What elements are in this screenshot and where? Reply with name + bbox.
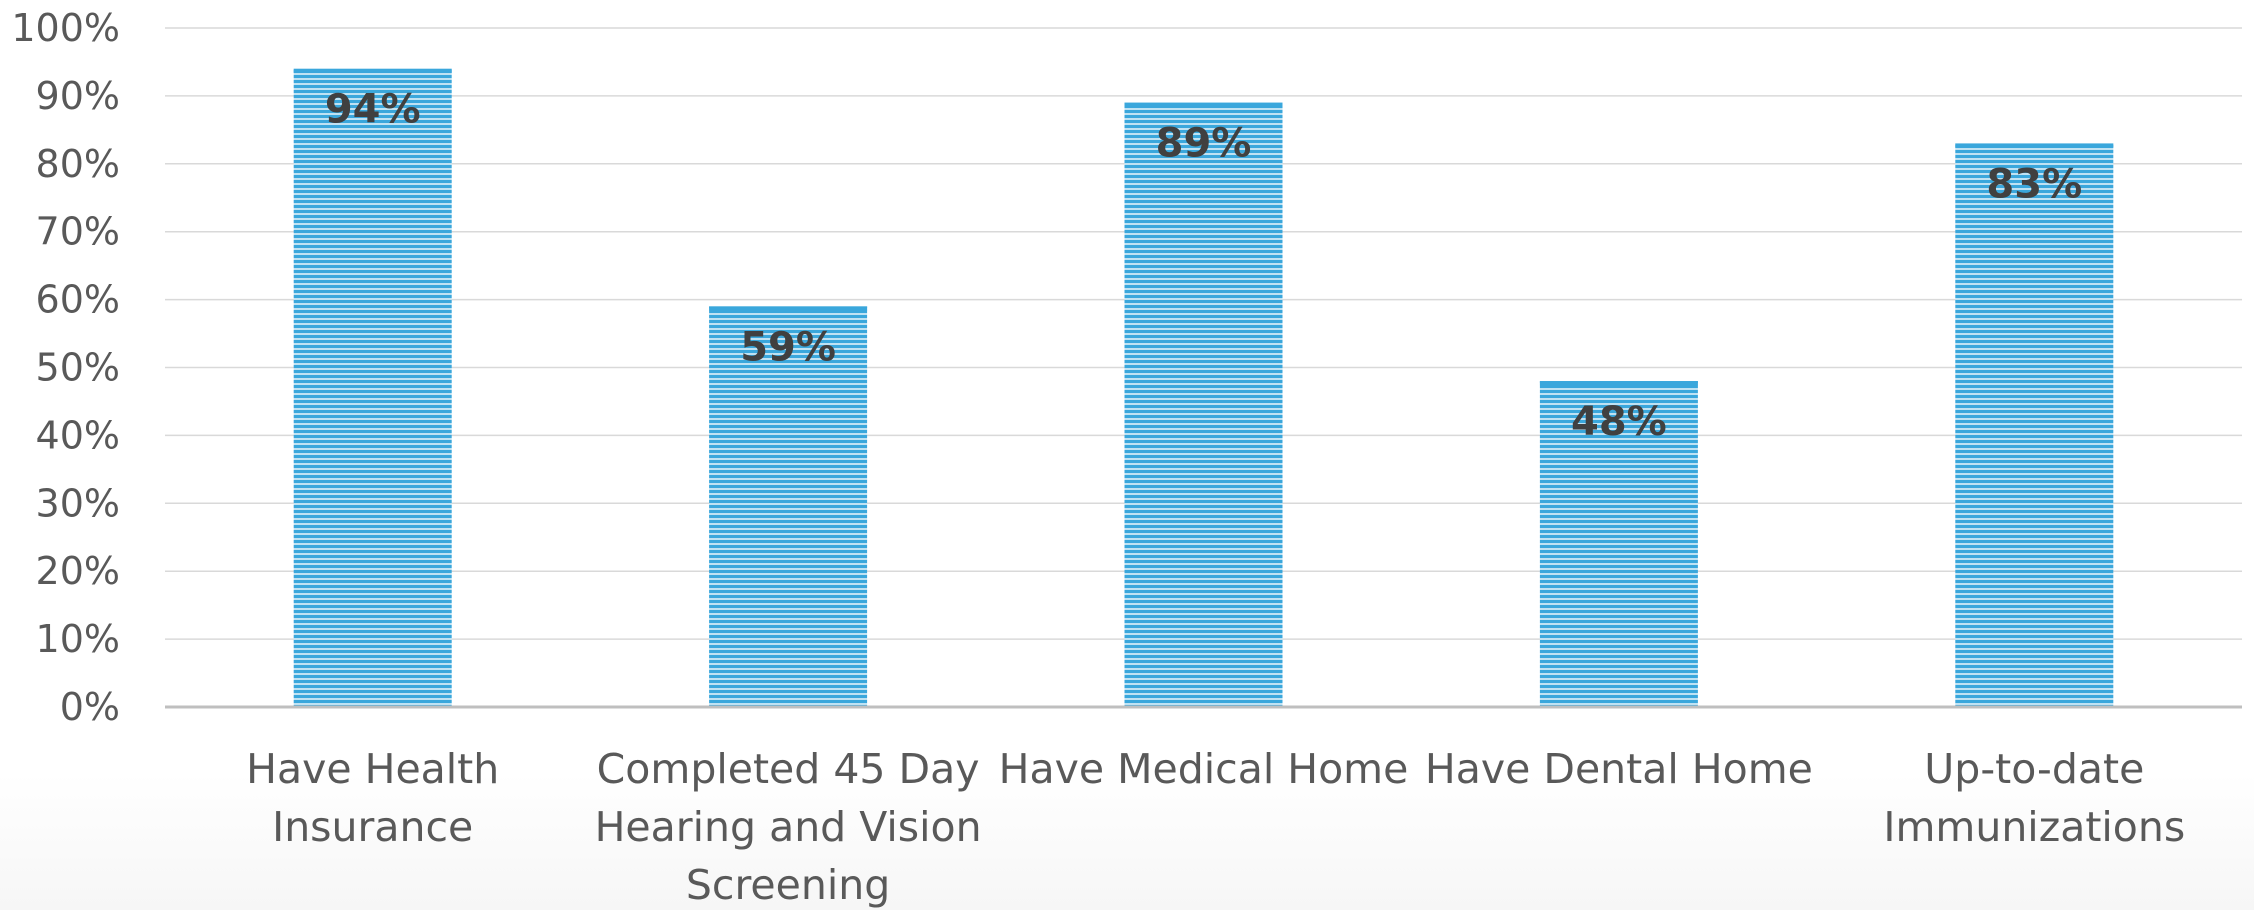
category-label-line: Hearing and Vision xyxy=(595,803,982,851)
data-label: 94% xyxy=(325,87,421,133)
category-label: Have Health Insurance xyxy=(246,745,499,851)
y-tick-label: 50% xyxy=(36,346,120,390)
bar-top-edge xyxy=(1955,143,2114,148)
y-tick-label: 80% xyxy=(36,142,120,186)
data-label: 89% xyxy=(1156,121,1252,167)
bar-top-edge xyxy=(1539,381,1698,386)
category-label: Have Dental Home xyxy=(1425,745,1813,793)
category-label-line: Immunizations xyxy=(1883,803,2185,851)
bar xyxy=(1955,143,2114,707)
category-label: Have Medical Home xyxy=(999,745,1409,793)
category-label-line: Up-to-date xyxy=(1924,745,2144,793)
category-label-line: Insurance xyxy=(272,803,473,851)
data-label: 48% xyxy=(1571,399,1667,445)
bar xyxy=(1539,381,1698,707)
category-label-line: Have Dental Home xyxy=(1425,745,1813,793)
category-label-line: Have Health xyxy=(246,745,499,793)
y-tick-label: 20% xyxy=(36,549,120,593)
category-label-line: Completed 45 Day xyxy=(597,745,980,793)
y-tick-label: 70% xyxy=(36,210,120,254)
category-label-line: Screening xyxy=(686,861,890,909)
bar-top-edge xyxy=(293,68,452,73)
x-axis-category-labels: Have Health Insurance Completed 45 Day Hear… xyxy=(246,745,2185,909)
bar-top-edge xyxy=(1124,102,1283,107)
y-tick-label: 100% xyxy=(11,6,120,50)
bar xyxy=(1124,102,1283,707)
y-tick-label: 40% xyxy=(36,413,120,457)
y-tick-label: 0% xyxy=(60,685,120,729)
bar xyxy=(709,306,868,707)
category-label-line: Have Medical Home xyxy=(999,745,1409,793)
bar-top-edge xyxy=(709,306,868,311)
data-label: 83% xyxy=(1986,161,2082,207)
y-tick-label: 30% xyxy=(36,481,120,525)
category-label: Completed 45 Day Hearing and Vision Screen… xyxy=(595,745,982,909)
bar xyxy=(293,68,452,708)
data-label: 59% xyxy=(740,324,836,370)
bars xyxy=(293,68,2114,708)
y-tick-label: 60% xyxy=(36,278,120,322)
data-labels: 94% 59% 89% 48% 83% xyxy=(325,87,2082,445)
y-tick-label: 90% xyxy=(36,74,120,118)
category-label: Up-to-date Immunizations xyxy=(1883,745,2185,851)
y-axis-tick-labels: 0% 10% 20% 30% 40% 50% 60% 70% 80% 90% 100% xyxy=(11,6,120,729)
y-tick-label: 10% xyxy=(36,617,120,661)
